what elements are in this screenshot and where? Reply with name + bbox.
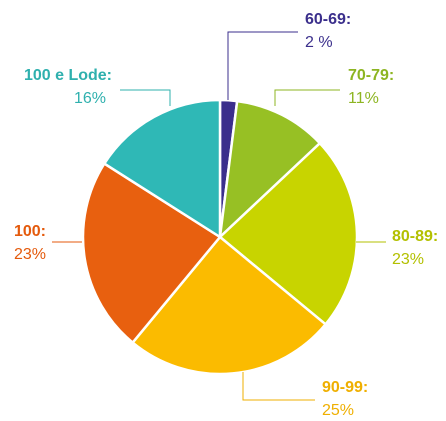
leader-line (227, 31, 298, 100)
slice-value-label: 23% (392, 251, 424, 268)
pie-slice (81, 161, 222, 345)
slice-label: 70-79: (348, 67, 394, 84)
pie-slice (218, 141, 359, 327)
slice-label: 60-69: (305, 11, 351, 28)
slice-label: 100: (14, 223, 46, 240)
leader-line (274, 89, 340, 106)
slice-value-label: 23% (14, 246, 46, 263)
slice-value-label: 2 % (305, 34, 333, 51)
slice-label: 80-89: (392, 228, 438, 245)
pie-slice (102, 98, 222, 240)
slice-label: 100 e Lode: (24, 67, 112, 84)
slice-value-label: 25% (322, 402, 354, 419)
slice-value-label: 11% (348, 90, 379, 107)
pie-slice (130, 235, 328, 376)
leader-line (242, 372, 315, 401)
leader-line (120, 89, 171, 106)
slice-label: 90-99: (322, 379, 368, 396)
slice-value-label: 16% (74, 90, 106, 107)
pie-slice (218, 99, 322, 241)
